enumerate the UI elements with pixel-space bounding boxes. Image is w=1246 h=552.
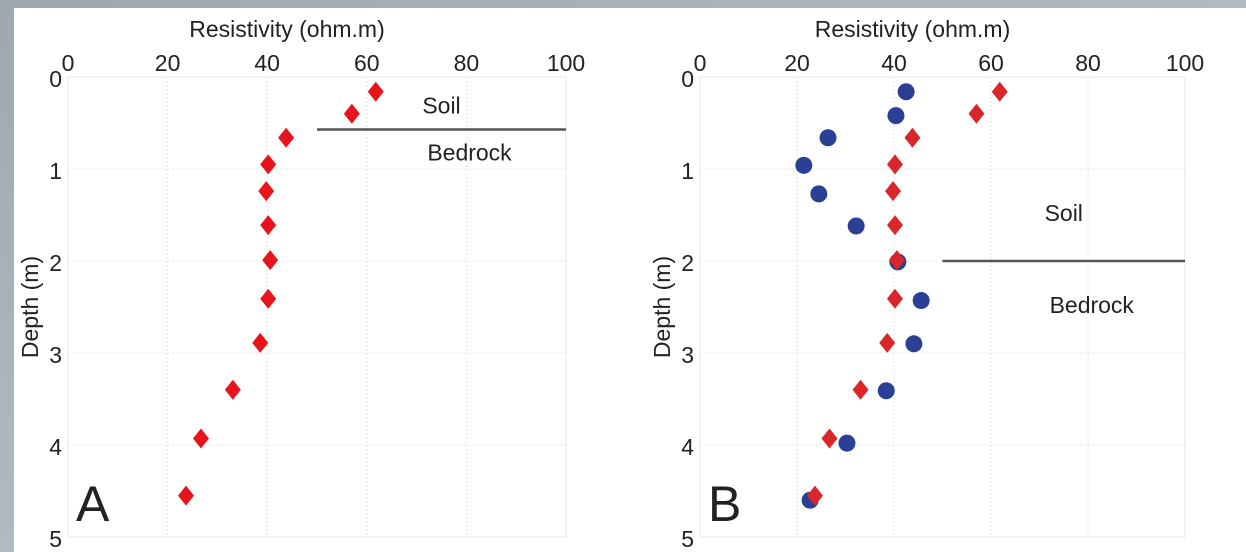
point (252, 332, 269, 353)
point (886, 215, 903, 236)
point (262, 250, 279, 271)
soil-label: Soil (422, 93, 460, 119)
point (912, 292, 930, 310)
point (885, 181, 902, 202)
y-tick-label: 2 (681, 250, 694, 276)
plot-area (67, 76, 567, 538)
point (806, 485, 823, 506)
point (886, 288, 903, 309)
point (847, 217, 865, 235)
bedrock-label: Bedrock (1050, 292, 1135, 318)
y-tick-label: 0 (681, 66, 694, 92)
point (905, 335, 923, 353)
x-tick-label: 0 (694, 50, 707, 76)
x-tick-label: 0 (62, 50, 75, 76)
y-tick-label: 4 (49, 434, 62, 460)
y-tick-label: 5 (681, 526, 694, 552)
point (887, 107, 905, 125)
point (367, 81, 384, 102)
y-axis-title: Depth (m) (649, 256, 675, 358)
x-tick-label: 60 (354, 50, 380, 76)
point (795, 156, 813, 174)
x-tick-label: 20 (155, 50, 181, 76)
x-tick-label: 100 (547, 50, 585, 76)
x-tick-label: 40 (881, 50, 907, 76)
point (224, 379, 241, 400)
x-tick-label: 80 (1075, 50, 1101, 76)
point (904, 127, 921, 148)
point (260, 154, 277, 175)
y-tick-label: 5 (49, 526, 62, 552)
x-axis-title: Resistivity (ohm.m) (815, 16, 1011, 42)
point (852, 379, 869, 400)
y-axis-title: Depth (m) (17, 256, 43, 358)
point (897, 83, 915, 101)
y-tick-label: 3 (49, 342, 62, 368)
point (260, 288, 277, 309)
x-tick-label: 20 (784, 50, 810, 76)
point (178, 485, 195, 506)
y-tick-label: 2 (49, 250, 62, 276)
point (278, 127, 295, 148)
point (991, 81, 1008, 102)
x-axis-title: Resistivity (ohm.m) (189, 16, 385, 42)
point (258, 181, 275, 202)
y-tick-label: 3 (681, 342, 694, 368)
x-tick-label: 40 (254, 50, 280, 76)
plot-area (699, 76, 1186, 538)
point (877, 382, 895, 400)
point (343, 103, 360, 124)
bedrock-label: Bedrock (427, 140, 512, 166)
panel-label: B (708, 476, 741, 532)
point (821, 428, 838, 449)
x-tick-label: 100 (1166, 50, 1204, 76)
panel-label: A (76, 476, 110, 532)
y-tick-label: 1 (49, 158, 62, 184)
x-tick-label: 60 (978, 50, 1004, 76)
point (888, 250, 905, 271)
y-tick-label: 0 (49, 66, 62, 92)
y-tick-label: 4 (681, 434, 694, 460)
y-tick-label: 1 (681, 158, 694, 184)
soil-label: Soil (1045, 200, 1083, 226)
x-tick-label: 80 (454, 50, 480, 76)
point (192, 428, 209, 449)
point (819, 129, 837, 147)
point (968, 103, 985, 124)
point (838, 434, 856, 452)
point (879, 332, 896, 353)
point (260, 215, 277, 236)
point (886, 154, 903, 175)
point (810, 185, 828, 203)
